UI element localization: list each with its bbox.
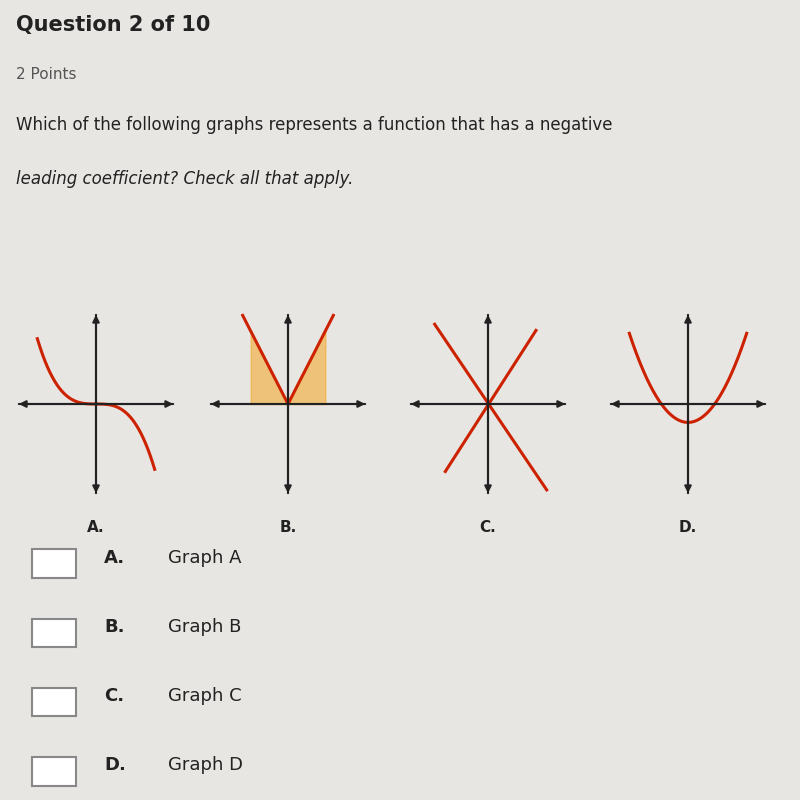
Text: Graph D: Graph D bbox=[168, 757, 243, 774]
Text: B.: B. bbox=[104, 618, 125, 636]
Text: D.: D. bbox=[679, 520, 697, 535]
Text: Graph A: Graph A bbox=[168, 549, 242, 567]
Text: 2 Points: 2 Points bbox=[16, 67, 77, 82]
Text: leading coefficient? Check all that apply.: leading coefficient? Check all that appl… bbox=[16, 170, 354, 188]
Text: Question 2 of 10: Question 2 of 10 bbox=[16, 15, 210, 35]
Text: A.: A. bbox=[104, 549, 125, 567]
FancyBboxPatch shape bbox=[32, 757, 76, 786]
Text: D.: D. bbox=[104, 757, 126, 774]
FancyBboxPatch shape bbox=[32, 618, 76, 647]
FancyBboxPatch shape bbox=[32, 688, 76, 717]
Text: Graph B: Graph B bbox=[168, 618, 242, 636]
Text: C.: C. bbox=[480, 520, 496, 535]
FancyBboxPatch shape bbox=[32, 550, 76, 578]
Text: C.: C. bbox=[104, 687, 124, 706]
Text: B.: B. bbox=[279, 520, 297, 535]
Text: Which of the following graphs represents a function that has a negative: Which of the following graphs represents… bbox=[16, 115, 613, 134]
Text: A.: A. bbox=[87, 520, 105, 535]
Text: Graph C: Graph C bbox=[168, 687, 242, 706]
